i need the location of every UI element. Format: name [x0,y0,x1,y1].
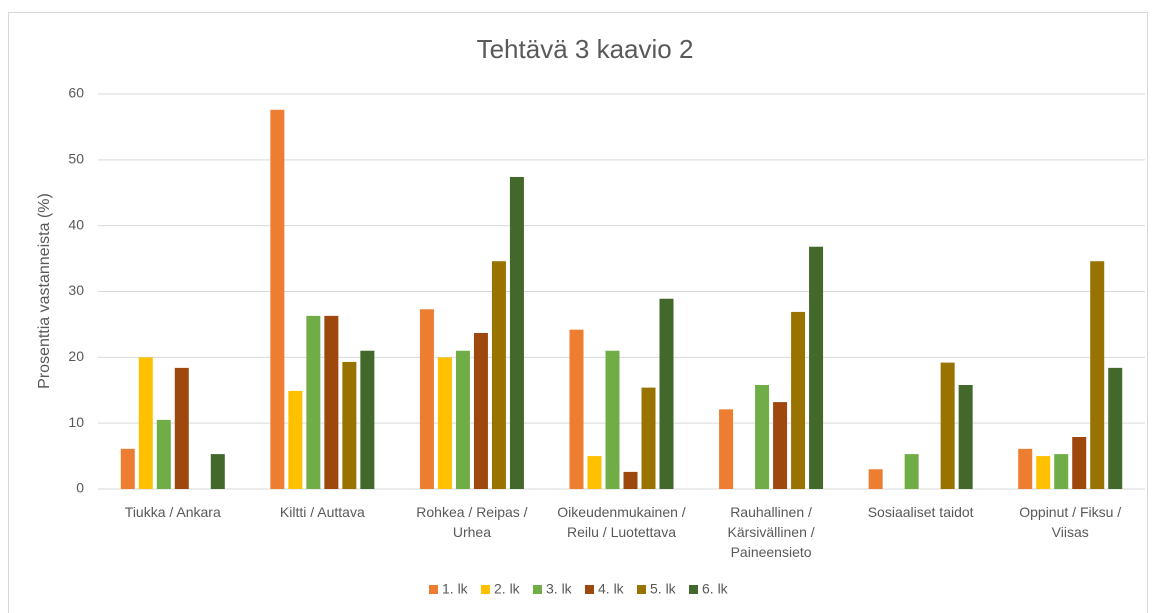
bar [324,315,339,489]
bar [641,387,656,489]
bar [288,390,303,489]
legend-label: 1. lk [442,581,469,597]
y-axis-label: Prosenttia vastanneista (%) [36,193,53,389]
legend-label: 6. lk [702,581,729,597]
bar [455,350,470,489]
bar [904,454,919,489]
y-tick-label: 60 [68,85,84,101]
y-tick-label: 20 [68,348,84,364]
bar [719,409,734,489]
bar [360,350,375,489]
legend-swatch [689,585,698,594]
bar [791,311,806,489]
x-tick-label: Tiukka / Ankara [124,504,221,520]
chart-border [8,12,1148,613]
bar [587,456,602,489]
bar [1018,448,1033,489]
x-tick-label: Oikeudenmukainen / Reilu / Luotettava [557,504,686,540]
bar [509,176,524,489]
bar [120,448,135,489]
legend-swatch [637,585,646,594]
legend-swatch [533,585,542,594]
bar [342,361,357,489]
bar [868,469,883,489]
legend-swatch [429,585,438,594]
x-tick-label: Sosiaaliset taidot [867,504,974,520]
y-tick-label: 0 [76,480,84,496]
bar [1108,367,1123,489]
y-tick-label: 30 [68,282,84,298]
legend-label: 3. lk [546,581,573,597]
bar [958,384,973,489]
bar [773,402,788,489]
x-tick-label: Oppinut / Fiksu / Viisas [1019,504,1122,540]
x-tick-label: Kiltti / Auttava [279,504,365,520]
bar [138,357,153,489]
bar [437,357,452,489]
bar [491,261,506,489]
bar [419,309,434,489]
y-tick-label: 50 [68,151,84,167]
bar [1036,456,1051,489]
x-tick-label: Rohkea / Reipas / Urhea [416,504,528,540]
bar [174,367,189,489]
bar [809,246,824,489]
bar [1072,436,1087,489]
bar [270,109,285,490]
y-tick-label: 40 [68,216,84,232]
bar [1054,454,1069,489]
bar [1090,261,1105,489]
bar [605,350,620,489]
bar [156,419,171,489]
bar [659,298,674,489]
bar [755,384,770,489]
legend-label: 2. lk [494,581,521,597]
bar [210,454,225,489]
bar [940,362,955,489]
bar [473,332,488,489]
legend-swatch [585,585,594,594]
x-tick-label: Rauhallinen / Kärsivällinen / Paineensie… [727,504,815,560]
bar [569,329,584,489]
chart-title: Tehtävä 3 kaavio 2 [477,34,694,64]
y-tick-label: 10 [68,414,84,430]
bar [306,315,321,489]
bar [623,471,638,489]
legend-label: 5. lk [650,581,677,597]
legend-swatch [481,585,490,594]
legend-label: 4. lk [598,581,625,597]
